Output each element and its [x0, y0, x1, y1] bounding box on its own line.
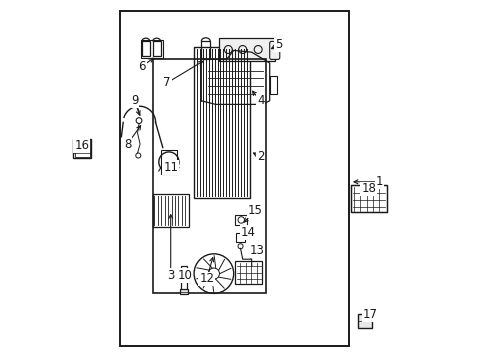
Bar — [219, 38, 275, 61]
Bar — [142, 41, 149, 56]
Bar — [235, 261, 262, 284]
Text: 16: 16 — [74, 139, 89, 152]
FancyBboxPatch shape — [269, 41, 279, 59]
Text: 1: 1 — [375, 175, 383, 188]
Text: 11: 11 — [163, 161, 178, 174]
Bar — [235, 215, 246, 225]
Text: 4: 4 — [256, 94, 264, 107]
Bar — [152, 59, 265, 293]
Bar — [180, 289, 187, 294]
Bar — [152, 41, 160, 56]
Bar — [73, 139, 91, 158]
Text: 3: 3 — [167, 269, 174, 282]
Text: 15: 15 — [247, 204, 262, 217]
Bar — [161, 150, 177, 174]
Text: 9: 9 — [131, 94, 138, 107]
Text: 14: 14 — [240, 226, 255, 239]
Bar — [152, 194, 188, 227]
Text: 12: 12 — [199, 273, 214, 285]
Text: 8: 8 — [123, 138, 131, 150]
Bar — [194, 47, 249, 198]
Text: 5: 5 — [274, 39, 282, 51]
Bar — [120, 11, 348, 346]
Bar — [357, 314, 371, 328]
Text: 2: 2 — [256, 150, 264, 163]
Bar — [181, 266, 186, 290]
Text: 18: 18 — [361, 183, 375, 195]
Bar — [350, 185, 386, 212]
Bar — [75, 140, 89, 157]
Text: 17: 17 — [362, 309, 377, 321]
Bar — [235, 233, 244, 242]
Bar — [201, 41, 210, 59]
Text: 7: 7 — [163, 76, 170, 89]
Bar — [269, 76, 276, 94]
Text: 10: 10 — [177, 269, 192, 282]
Text: 13: 13 — [249, 244, 264, 257]
Bar — [350, 185, 386, 212]
Text: 6: 6 — [138, 60, 145, 73]
Bar — [141, 40, 163, 58]
